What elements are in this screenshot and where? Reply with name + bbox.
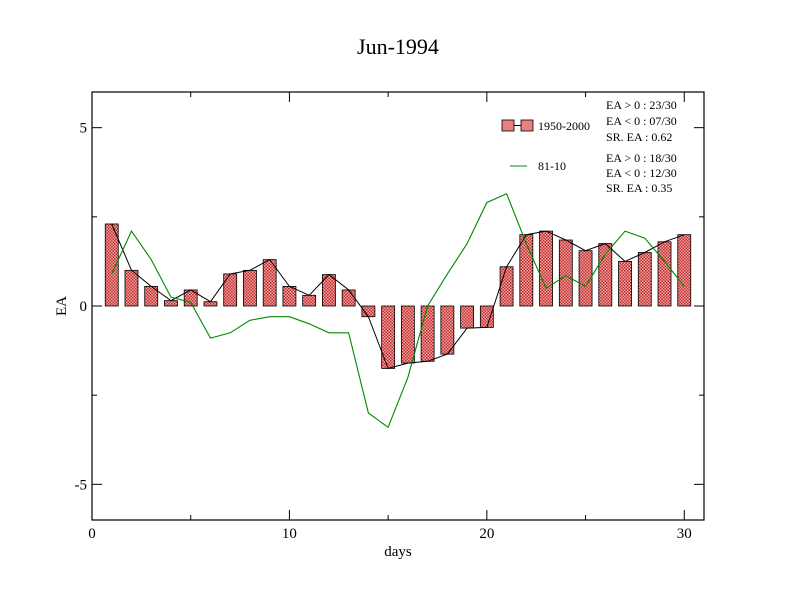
legend-swatch-bar-right: [520, 119, 534, 132]
y-tick-label: 0: [80, 299, 88, 315]
bar-day-10: [282, 285, 297, 307]
chart-title: Jun-1994: [357, 34, 439, 59]
bar-day-20: [479, 305, 494, 328]
bar-day-17: [420, 305, 435, 362]
x-tick-label: 20: [479, 526, 494, 542]
stats-1950-2000-ea-positive: EA > 0 : 23/30: [606, 98, 677, 112]
legend-swatch-bar-left: [501, 119, 515, 132]
bar-day-28: [637, 252, 652, 307]
bar-day-2: [124, 269, 139, 307]
bar-day-1: [104, 223, 119, 307]
axes: 0 10 20 30 -5 0 5: [75, 92, 704, 542]
y-tick-label: -5: [75, 477, 88, 493]
plot-area: [104, 192, 692, 429]
bar-day-24: [558, 239, 573, 307]
bar-day-27: [618, 261, 632, 307]
x-tick-label: 10: [282, 526, 297, 542]
bar-day-7: [223, 273, 238, 307]
bar-day-19: [460, 305, 474, 329]
bar-day-26: [598, 243, 613, 307]
stats-81-10-sr-ea: SR. EA : 0.35: [606, 181, 672, 195]
bar-day-4: [164, 300, 178, 307]
bar-day-23: [539, 230, 553, 307]
bar-day-6: [203, 301, 218, 307]
bar-day-30: [677, 234, 692, 307]
bar-day-8: [243, 269, 257, 307]
bar-day-29: [657, 241, 672, 307]
series-81-10-line: [111, 192, 685, 429]
x-axis-label: days: [384, 544, 412, 560]
legend-label-81-10: 81-10: [538, 159, 566, 173]
bar-day-15: [381, 305, 396, 369]
x-tick-label: 30: [677, 526, 692, 542]
legend: 1950-2000 81-10 EA > 0 : 23/30 EA < 0 : …: [501, 98, 677, 195]
stats-1950-2000-ea-negative: EA < 0 : 07/30: [606, 114, 677, 128]
bar-day-21: [499, 266, 514, 307]
bar-day-11: [302, 294, 317, 307]
bar-day-22: [519, 234, 534, 307]
stats-81-10-ea-positive: EA > 0 : 18/30: [606, 151, 677, 165]
bar-day-13: [341, 289, 356, 307]
bar-day-18: [440, 305, 455, 355]
stats-81-10-ea-negative: EA < 0 : 12/30: [606, 166, 677, 180]
stats-1950-2000-sr-ea: SR. EA : 0.62: [606, 130, 672, 144]
x-tick-label: 0: [88, 526, 96, 542]
y-axis-label: EA: [54, 296, 70, 316]
legend-label-1950-2000: 1950-2000: [538, 119, 590, 133]
bar-day-16: [400, 305, 415, 364]
series-1950-2000-line: [111, 223, 685, 369]
y-tick-label: 5: [80, 121, 88, 137]
